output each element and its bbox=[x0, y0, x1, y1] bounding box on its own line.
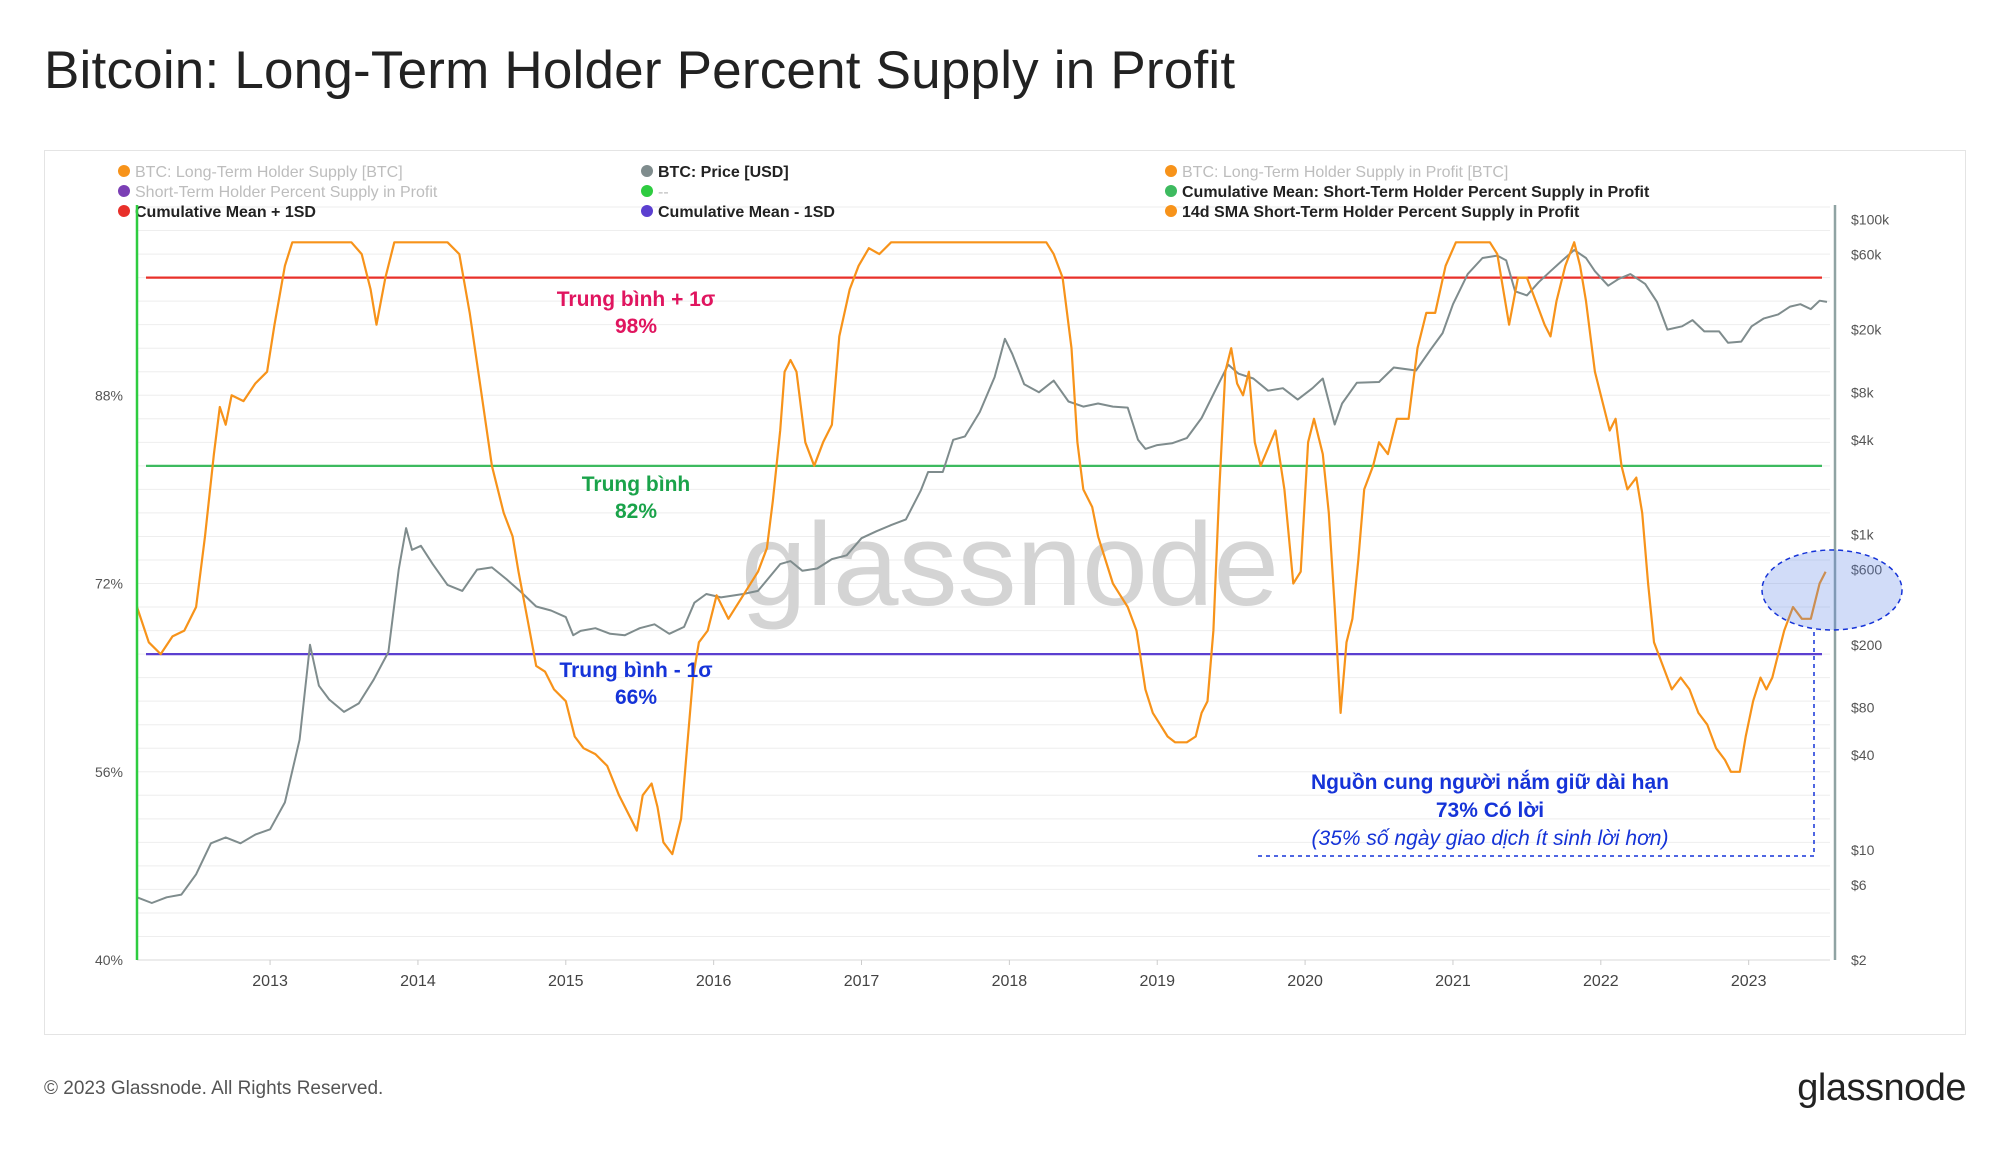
legend-dot bbox=[1165, 185, 1177, 197]
x-tick-label: 2019 bbox=[1139, 973, 1175, 990]
annotation-callout-bracket bbox=[1258, 630, 1815, 857]
legend-dot bbox=[641, 205, 653, 217]
annotation-note-line2: 73% Có lời bbox=[1436, 799, 1544, 822]
series-group bbox=[135, 241, 1828, 904]
legend: BTC: Long-Term Holder Supply [BTC] BTC: P… bbox=[118, 164, 1650, 221]
x-tick-label: 2021 bbox=[1435, 973, 1471, 990]
y-right-tick-label: $10 bbox=[1851, 842, 1875, 858]
legend-item-label: -- bbox=[658, 184, 669, 201]
y-left-tick-label: 56% bbox=[95, 764, 123, 780]
y-right-tick-label: $8k bbox=[1851, 384, 1875, 400]
x-tick-label: 2015 bbox=[548, 973, 584, 990]
legend-dot bbox=[1165, 205, 1177, 217]
y-right-tick-label: $20k bbox=[1851, 322, 1882, 338]
y-right-tick-label: $600 bbox=[1851, 562, 1882, 578]
y-left-tick-label: 40% bbox=[95, 952, 123, 968]
legend-item-label: BTC: Price [USD] bbox=[658, 164, 789, 181]
axes: 2013 2014 2015 2016 2017 2018 2019 2020 2021 2022… bbox=[95, 205, 1890, 990]
annotation-note-line1: Nguồn cung người nắm giữ dài hạn bbox=[1311, 770, 1669, 794]
legend-dot bbox=[118, 185, 130, 197]
legend-item-label: 14d SMA Short-Term Holder Percent Supply… bbox=[1182, 204, 1580, 221]
page-title: Bitcoin: Long-Term Holder Percent Supply… bbox=[44, 41, 1236, 100]
y-right-tick-label: $1k bbox=[1851, 527, 1875, 543]
annotation-minus-value: 66% bbox=[615, 686, 657, 709]
annotation-mean-label: Trung bình bbox=[582, 473, 690, 496]
legend-item-label: BTC: Long-Term Holder Supply in Profit [… bbox=[1182, 164, 1508, 181]
glassnode-logo: glassnode bbox=[1797, 1067, 1966, 1109]
highlight-ellipse bbox=[1761, 549, 1903, 631]
x-tick-label: 2020 bbox=[1287, 973, 1323, 990]
annotation-note-line3: (35% số ngày giao dịch ít sinh lời hơn) bbox=[1312, 827, 1669, 850]
legend-item-label: BTC: Long-Term Holder Supply [BTC] bbox=[135, 164, 403, 181]
legend-dot bbox=[118, 165, 130, 177]
y-right-tick-label: $40 bbox=[1851, 747, 1875, 763]
y-left-tick-label: 88% bbox=[95, 387, 123, 403]
annotation-plus-label: Trung bình + 1σ bbox=[557, 288, 715, 311]
legend-item-label: Short-Term Holder Percent Supply in Prof… bbox=[135, 184, 438, 201]
copyright-footer: © 2023 Glassnode. All Rights Reserved. bbox=[44, 1078, 384, 1099]
x-tick-label: 2018 bbox=[992, 973, 1028, 990]
legend-dot bbox=[1165, 165, 1177, 177]
legend-dot bbox=[641, 165, 653, 177]
ltsp-line bbox=[135, 241, 1827, 856]
y-right-tick-label: $60k bbox=[1851, 246, 1882, 262]
price-line bbox=[136, 249, 1828, 904]
x-tick-label: 2013 bbox=[252, 973, 288, 990]
annotations: Trung bình + 1σ 98% Trung bình 82% Trung… bbox=[557, 288, 1903, 857]
annotation-plus-value: 98% bbox=[615, 315, 657, 338]
watermark: glassnode bbox=[741, 499, 1279, 631]
y-right-tick-label: $6 bbox=[1851, 877, 1867, 893]
y-right-tick-label: $2 bbox=[1851, 952, 1867, 968]
annotation-mean-value: 82% bbox=[615, 500, 657, 523]
x-tick-label: 2016 bbox=[696, 973, 732, 990]
x-tick-label: 2022 bbox=[1583, 973, 1619, 990]
x-tick-label: 2014 bbox=[400, 973, 436, 990]
legend-item-label: Cumulative Mean: Short-Term Holder Perce… bbox=[1182, 184, 1650, 201]
y-right-tick-label: $4k bbox=[1851, 432, 1875, 448]
legend-dot bbox=[118, 205, 130, 217]
legend-item-label: Cumulative Mean - 1SD bbox=[658, 204, 835, 221]
grid bbox=[137, 206, 1830, 961]
x-tick-label: 2017 bbox=[844, 973, 880, 990]
legend-dot bbox=[641, 185, 653, 197]
y-right-tick-label: $80 bbox=[1851, 700, 1875, 716]
chart-frame bbox=[44, 150, 1966, 1035]
legend-item-label: Cumulative Mean + 1SD bbox=[135, 204, 316, 221]
y-right-tick-label: $200 bbox=[1851, 637, 1882, 653]
annotation-minus-label: Trung bình - 1σ bbox=[559, 659, 712, 682]
x-tick-label: 2023 bbox=[1731, 973, 1767, 990]
y-left-tick-label: 72% bbox=[95, 576, 123, 592]
y-right-tick-label: $100k bbox=[1851, 211, 1890, 227]
